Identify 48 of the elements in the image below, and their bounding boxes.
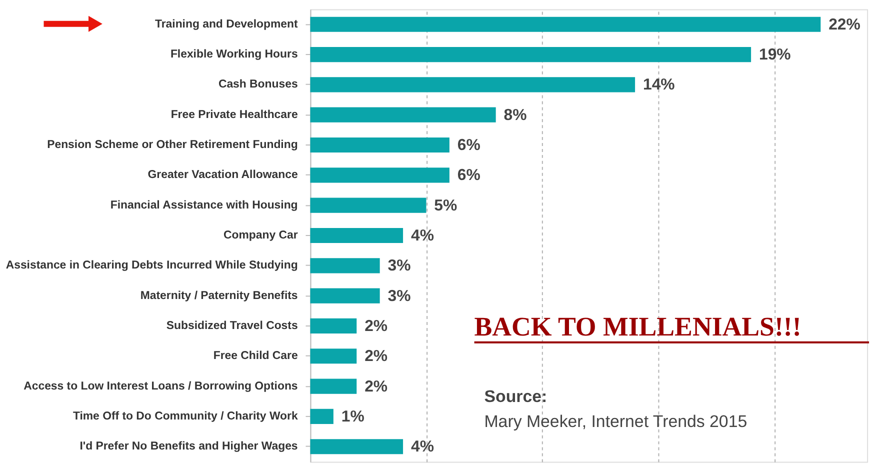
bar (310, 16, 821, 32)
bar (310, 198, 426, 213)
y-tick-label: Company Car (224, 229, 298, 242)
data-label: 4% (410, 438, 434, 456)
data-label: 3% (388, 288, 411, 305)
annotation: Mary Meeker, Internet Trends 2015 (484, 412, 748, 431)
annotation: BACK TO MILLENIALS!!! (474, 311, 802, 342)
y-tick-label: Cash Bonuses (218, 78, 298, 91)
y-tick-label: Assistance in Clearing Debts Incurred While Studying (6, 260, 298, 272)
bar (310, 439, 404, 454)
data-label: 5% (434, 197, 458, 214)
bar (310, 258, 380, 274)
y-tick-label: Access to Low Interest Loans / Borrowing Options (24, 380, 298, 392)
bar (310, 288, 380, 304)
bar (310, 378, 357, 394)
annotation: Source: (484, 387, 548, 406)
bar (310, 107, 496, 122)
bar (310, 46, 752, 62)
bar (310, 168, 450, 183)
y-tick-label: Pension Scheme or Other Retirement Funding (47, 138, 298, 151)
y-tick-label: Greater Vacation Allowance (148, 169, 298, 182)
y-tick-label: Free Private Healthcare (170, 108, 298, 121)
data-label: 2% (364, 318, 388, 335)
y-tick-label: Financial Assistance with Housing (110, 199, 298, 212)
y-tick-label: Free Child Care (213, 350, 298, 362)
bar (310, 318, 357, 334)
y-tick-label: Training and Development (155, 18, 298, 30)
y-tick-label: Time Off to Do Community / Charity Work (72, 410, 298, 422)
data-label: 2% (364, 348, 388, 366)
bar (310, 228, 404, 244)
data-label: 19% (758, 46, 791, 64)
bar (310, 348, 357, 364)
y-tick-label: I'd Prefer No Benefits and Higher Wages (80, 440, 298, 453)
bar (310, 137, 450, 153)
data-label: 2% (364, 378, 388, 396)
y-tick-label: Subsidized Travel Costs (166, 320, 298, 332)
bar (310, 408, 334, 424)
data-label: 1% (341, 408, 364, 426)
data-label: 8% (504, 106, 527, 124)
y-tick-label: Maternity / Paternity Benefits (140, 290, 298, 302)
data-label: 6% (457, 167, 480, 184)
y-tick-label: Flexible Working Hours (170, 48, 298, 61)
data-label: 4% (410, 227, 434, 244)
data-label: 6% (457, 136, 480, 154)
data-label: 22% (828, 16, 860, 34)
bar (310, 77, 636, 92)
data-label: 3% (388, 258, 411, 275)
data-label: 14% (642, 76, 675, 94)
